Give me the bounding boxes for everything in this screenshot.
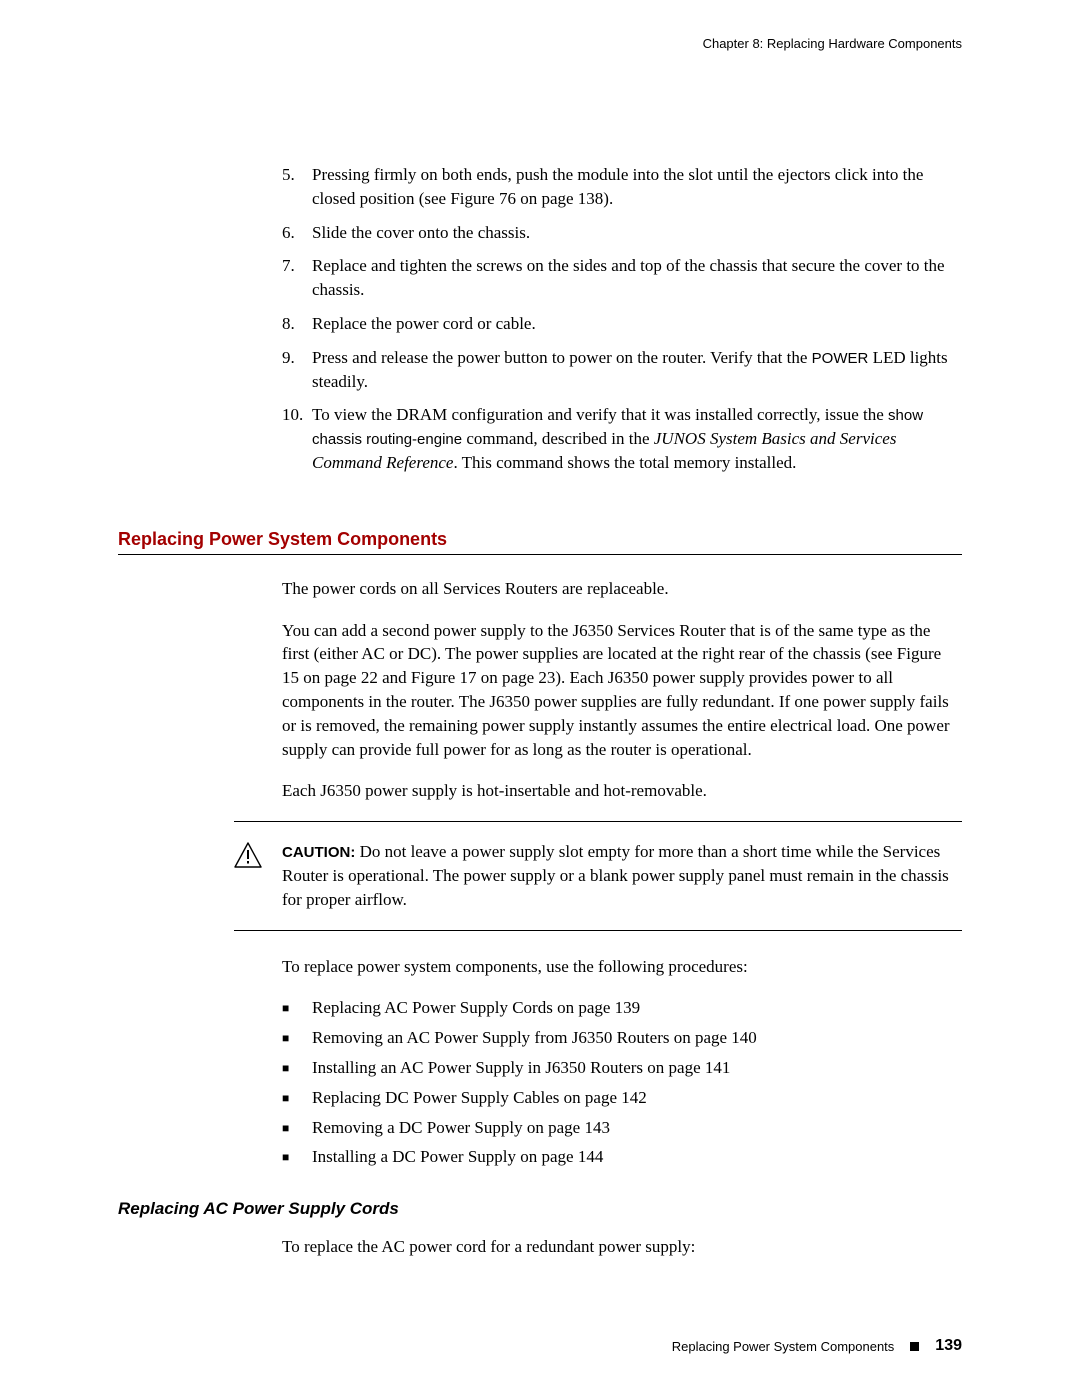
list-item: ■ Removing an AC Power Supply from J6350… xyxy=(282,1026,962,1050)
list-item: ■ Installing a DC Power Supply on page 1… xyxy=(282,1145,962,1169)
list-item: ■ Replacing DC Power Supply Cables on pa… xyxy=(282,1086,962,1110)
step-9: 9. Press and release the power button to… xyxy=(282,346,962,394)
step-number: 6. xyxy=(282,221,312,245)
step-number: 10. xyxy=(282,403,312,474)
page: Chapter 8: Replacing Hardware Components… xyxy=(0,0,1080,1397)
step-text: To view the DRAM configuration and verif… xyxy=(312,403,962,474)
bullet-icon: ■ xyxy=(282,1056,312,1080)
bullet-icon: ■ xyxy=(282,996,312,1020)
footer-section-name: Replacing Power System Components xyxy=(672,1339,895,1354)
list-item-text: Removing a DC Power Supply on page 143 xyxy=(312,1116,962,1140)
text-frag: Press and release the power button to po… xyxy=(312,348,812,367)
caution-text: CAUTION: Do not leave a power supply slo… xyxy=(282,840,962,911)
list-item: ■ Replacing AC Power Supply Cords on pag… xyxy=(282,996,962,1020)
step-6: 6. Slide the cover onto the chassis. xyxy=(282,221,962,245)
section-heading: Replacing Power System Components xyxy=(118,529,962,555)
step-text: Press and release the power button to po… xyxy=(312,346,962,394)
step-number: 9. xyxy=(282,346,312,394)
body-paragraph: Each J6350 power supply is hot-insertabl… xyxy=(282,779,962,803)
caution-body: Do not leave a power supply slot empty f… xyxy=(282,842,949,909)
step-text: Replace and tighten the screws on the si… xyxy=(312,254,962,302)
step-number: 5. xyxy=(282,163,312,211)
bullet-icon: ■ xyxy=(282,1086,312,1110)
caution-block: CAUTION: Do not leave a power supply slo… xyxy=(234,821,962,930)
power-label: POWER xyxy=(812,350,869,367)
bullet-icon: ■ xyxy=(282,1145,312,1169)
step-10: 10. To view the DRAM configuration and v… xyxy=(282,403,962,474)
step-number: 8. xyxy=(282,312,312,336)
list-item-text: Installing a DC Power Supply on page 144 xyxy=(312,1145,962,1169)
list-item-text: Removing an AC Power Supply from J6350 R… xyxy=(312,1026,962,1050)
bullet-icon: ■ xyxy=(282,1116,312,1140)
body-paragraph: The power cords on all Services Routers … xyxy=(282,577,962,601)
step-8: 8. Replace the power cord or cable. xyxy=(282,312,962,336)
bullet-list: ■ Replacing AC Power Supply Cords on pag… xyxy=(282,996,962,1169)
caution-label: CAUTION: xyxy=(282,844,355,861)
numbered-steps: 5. Pressing firmly on both ends, push th… xyxy=(282,163,962,475)
bullet-icon: ■ xyxy=(282,1026,312,1050)
list-item: ■ Installing an AC Power Supply in J6350… xyxy=(282,1056,962,1080)
text-frag: . This command shows the total memory in… xyxy=(453,453,796,472)
main-content: 5. Pressing firmly on both ends, push th… xyxy=(118,163,962,1259)
step-text: Replace the power cord or cable. xyxy=(312,312,962,336)
step-7: 7. Replace and tighten the screws on the… xyxy=(282,254,962,302)
list-item-text: Replacing AC Power Supply Cords on page … xyxy=(312,996,962,1020)
list-item-text: Replacing DC Power Supply Cables on page… xyxy=(312,1086,962,1110)
subsection-heading: Replacing AC Power Supply Cords xyxy=(118,1199,962,1219)
list-item: ■ Removing a DC Power Supply on page 143 xyxy=(282,1116,962,1140)
page-footer: Replacing Power System Components 139 xyxy=(672,1337,962,1355)
body-paragraph: You can add a second power supply to the… xyxy=(282,619,962,762)
body-paragraph: To replace the AC power cord for a redun… xyxy=(282,1235,962,1259)
step-5: 5. Pressing firmly on both ends, push th… xyxy=(282,163,962,211)
running-header: Chapter 8: Replacing Hardware Components xyxy=(118,36,962,51)
page-number: 139 xyxy=(935,1337,962,1355)
step-text: Pressing firmly on both ends, push the m… xyxy=(312,163,962,211)
list-item-text: Installing an AC Power Supply in J6350 R… xyxy=(312,1056,962,1080)
step-number: 7. xyxy=(282,254,312,302)
text-frag: command, described in the xyxy=(462,429,654,448)
step-text: Slide the cover onto the chassis. xyxy=(312,221,962,245)
text-frag: To view the DRAM configuration and verif… xyxy=(312,405,888,424)
footer-square-icon xyxy=(910,1342,919,1351)
body-paragraph: To replace power system components, use … xyxy=(282,955,962,979)
caution-icon xyxy=(234,840,282,911)
